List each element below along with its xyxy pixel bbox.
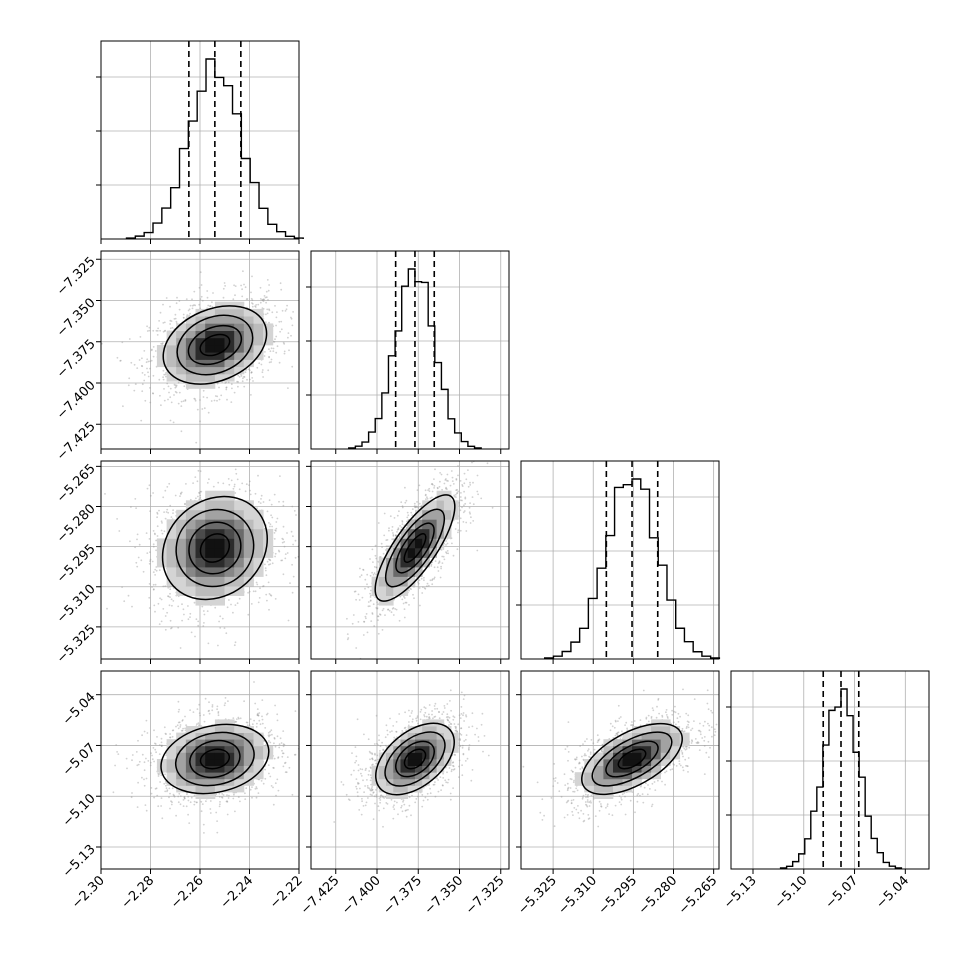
- panel-frame: [310, 460, 510, 660]
- x-tick-label-0-1: −2.28: [119, 873, 158, 912]
- panel-frame: [310, 670, 510, 870]
- panel-background: [731, 671, 929, 869]
- scatter-panel-3-2: [520, 670, 720, 870]
- panel-frame: [730, 670, 930, 870]
- histogram-panel-0: [96, 40, 304, 240]
- contour-line-0: [199, 748, 231, 770]
- x-tick-label-3-3: −5.04: [873, 873, 912, 912]
- contour-line-2: [591, 731, 673, 787]
- x-tick-label-3-1: −5.10: [772, 873, 811, 912]
- histogram-panel-3: [726, 670, 930, 870]
- y-tick-label-3-3: −5.04: [60, 690, 99, 729]
- x-tick-label-2-4: −5.265: [676, 873, 721, 918]
- contour-line-3: [162, 305, 268, 385]
- panel-frame: [520, 460, 720, 660]
- contour-line-2: [174, 731, 255, 787]
- histogram-panel-2: [516, 460, 721, 660]
- x-tick-label-3-0: −5.13: [721, 873, 760, 912]
- contour-line-1: [605, 740, 659, 778]
- x-tick-label-2-2: −5.295: [596, 873, 641, 918]
- contour-line-2: [384, 508, 446, 588]
- y-tick-label-1-3: −7.350: [54, 296, 99, 341]
- y-tick-label-2-4: −5.265: [54, 461, 99, 506]
- x-tick-label-1-1: −7.400: [339, 873, 384, 918]
- histogram-line: [779, 688, 903, 869]
- contour-line-1: [188, 521, 242, 575]
- y-tick-label-1-0: −7.425: [54, 419, 99, 464]
- y-tick-label-2-3: −5.280: [54, 502, 99, 547]
- panel-frame: [520, 670, 720, 870]
- panel-frame: [310, 250, 510, 450]
- y-tick-label-3-0: −5.13: [60, 842, 99, 881]
- scatter-panel-1-0: [100, 250, 300, 450]
- contour-line-0: [403, 748, 427, 770]
- y-tick-label-3-2: −5.07: [60, 741, 99, 780]
- x-tick-label-0-2: −2.26: [168, 873, 207, 912]
- contour-line-3: [374, 494, 456, 602]
- contour-line-3: [581, 722, 683, 796]
- contour-line-0: [403, 533, 427, 563]
- x-tick-label-1-2: −7.375: [380, 873, 425, 918]
- contour-line-3: [375, 722, 455, 796]
- y-tick-label-1-1: −7.400: [54, 378, 99, 423]
- contour-line-0: [199, 533, 231, 563]
- contour-line-1: [395, 522, 435, 574]
- x-tick-label-1-4: −7.325: [463, 873, 508, 918]
- contour-line-3: [160, 723, 270, 795]
- x-tick-label-3-2: −5.07: [823, 873, 862, 912]
- contour-line-0: [199, 333, 231, 357]
- y-tick-label-1-2: −7.375: [54, 337, 99, 382]
- y-tick-label-2-0: −5.325: [54, 622, 99, 667]
- x-tick-label-0-0: −2.30: [69, 873, 108, 912]
- x-tick-label-2-1: −5.310: [555, 873, 600, 918]
- x-tick-label-1-3: −7.350: [422, 873, 467, 918]
- contour-line-2: [384, 731, 446, 787]
- contour-line-2: [176, 314, 254, 376]
- contour-line-3: [161, 495, 268, 601]
- contour-line-2: [175, 508, 255, 588]
- scatter-panel-3-0: [100, 670, 300, 870]
- y-tick-label-2-2: −5.295: [54, 542, 99, 587]
- scatter-panel-3-1: [310, 670, 510, 870]
- x-tick-label-2-0: −5.325: [515, 873, 560, 918]
- panel-background: [521, 461, 719, 659]
- contour-line-0: [617, 748, 647, 770]
- x-tick-label-1-0: −7.425: [298, 873, 343, 918]
- x-tick-label-0-3: −2.24: [218, 873, 257, 912]
- y-tick-label-3-1: −5.10: [60, 791, 99, 830]
- contour-line-1: [187, 324, 243, 366]
- y-tick-label-1-4: −7.325: [54, 254, 99, 299]
- panel-background: [311, 251, 509, 449]
- histogram-line: [125, 58, 304, 239]
- scatter-panel-2-0: [100, 460, 300, 660]
- contour-line-1: [395, 740, 435, 778]
- x-tick-label-2-3: −5.280: [636, 873, 681, 918]
- scatter-panel-2-1: [310, 460, 510, 660]
- contour-line-1: [189, 739, 241, 779]
- histogram-panel-1: [306, 250, 510, 450]
- y-tick-label-2-1: −5.310: [54, 582, 99, 627]
